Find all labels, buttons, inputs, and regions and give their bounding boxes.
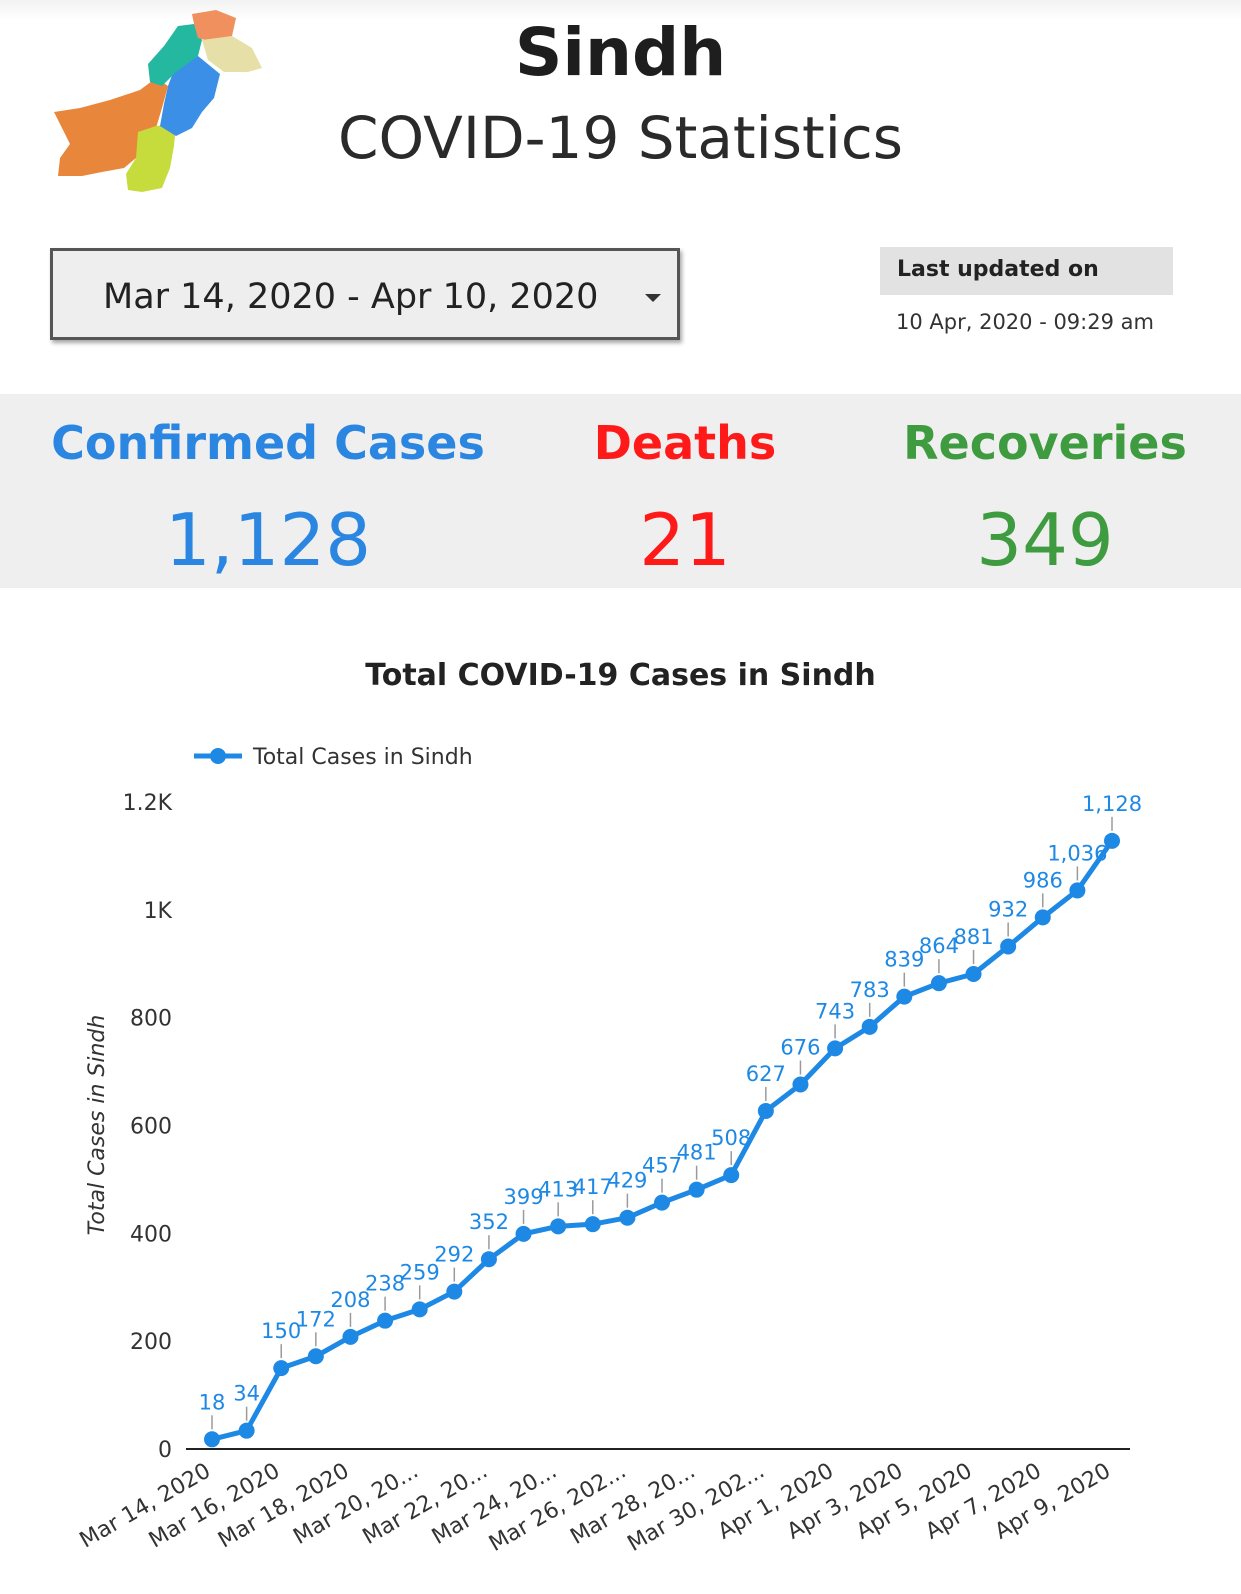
data-label: 932: [988, 897, 1028, 921]
y-tick-label: 200: [130, 1330, 172, 1355]
data-point: [515, 1225, 532, 1242]
data-label: 457: [642, 1154, 682, 1178]
data-label: 352: [469, 1210, 509, 1234]
data-point: [1069, 882, 1086, 899]
data-point: [827, 1040, 844, 1057]
data-label: 208: [330, 1288, 370, 1312]
data-point: [619, 1209, 636, 1226]
legend-label: Total Cases in Sindh: [252, 745, 473, 770]
y-tick-label: 800: [130, 1007, 172, 1032]
date-range-picker[interactable]: Mar 14, 2020 - Apr 10, 2020: [50, 248, 680, 340]
data-point: [411, 1301, 428, 1318]
data-point: [654, 1194, 670, 1211]
data-point: [1000, 938, 1017, 955]
data-point: [446, 1283, 463, 1300]
data-point: [204, 1431, 220, 1448]
confirmed-cases-label: Confirmed Cases: [51, 416, 485, 470]
chart-title: Total COVID-19 Cases in Sindh: [365, 658, 876, 693]
data-point: [1104, 832, 1120, 849]
line-chart: Total Cases in Sindh Total Cases in Sind…: [76, 745, 1142, 1557]
dropdown-arrow-icon: [645, 294, 661, 302]
recoveries-label: Recoveries: [903, 416, 1187, 470]
data-label: 399: [503, 1185, 543, 1209]
data-label: 986: [1023, 868, 1063, 892]
data-point: [723, 1167, 740, 1184]
data-point: [480, 1251, 497, 1268]
recoveries-value: 349: [976, 498, 1114, 582]
top-band: [0, 0, 1241, 20]
data-label: 783: [850, 978, 890, 1002]
data-point: [377, 1312, 394, 1329]
y-tick-label: 400: [130, 1222, 172, 1247]
data-point: [550, 1218, 567, 1235]
page-subtitle: COVID-19 Statistics: [338, 104, 903, 172]
data-label: 413: [538, 1177, 578, 1201]
data-point: [896, 988, 913, 1005]
data-label: 676: [780, 1036, 820, 1060]
data-label: 150: [261, 1319, 301, 1343]
map-region-punjab: [160, 56, 220, 136]
data-label: 417: [573, 1175, 613, 1199]
data-point: [1034, 909, 1051, 926]
data-label: 743: [815, 999, 855, 1023]
data-label: 839: [884, 948, 924, 972]
data-label: 481: [677, 1141, 717, 1165]
data-point: [307, 1348, 324, 1365]
data-label: 292: [434, 1243, 474, 1267]
deaths-value: 21: [639, 498, 731, 582]
data-label: 864: [919, 934, 959, 958]
date-range-value: Mar 14, 2020 - Apr 10, 2020: [103, 277, 599, 317]
data-label: 34: [233, 1382, 260, 1406]
data-label: 172: [296, 1307, 336, 1331]
legend-marker: [210, 748, 226, 764]
pakistan-map-logo: [54, 10, 262, 192]
map-region-sindh: [126, 124, 176, 192]
data-label: 238: [365, 1272, 405, 1296]
map-region-gilgit: [192, 10, 236, 42]
data-point: [965, 965, 982, 982]
data-label: 627: [746, 1062, 786, 1086]
data-label: 508: [711, 1126, 751, 1150]
y-tick-label: 1.2K: [123, 791, 173, 816]
y-axis-label: Total Cases in Sindh: [85, 1015, 110, 1236]
data-point: [688, 1181, 705, 1198]
data-label: 429: [607, 1169, 647, 1193]
data-point: [238, 1422, 255, 1439]
deaths-label: Deaths: [593, 416, 777, 470]
data-label: 18: [199, 1390, 226, 1414]
data-label: 259: [400, 1260, 440, 1284]
y-axis-ticks: 0 200 400 600 800 1K 1.2K: [123, 791, 173, 1463]
data-label: 1,128: [1082, 792, 1142, 816]
y-tick-label: 1K: [144, 899, 173, 924]
data-point: [861, 1018, 878, 1035]
data-label: 1,036: [1047, 841, 1107, 865]
data-point: [273, 1360, 290, 1377]
stats-scorecards: Confirmed Cases 1,128 Deaths 21 Recoveri…: [0, 394, 1241, 588]
data-point: [792, 1076, 809, 1093]
y-tick-label: 0: [158, 1438, 172, 1463]
confirmed-cases-value: 1,128: [164, 498, 372, 582]
map-region-kpk: [148, 24, 202, 86]
chart-legend[interactable]: Total Cases in Sindh: [194, 745, 473, 770]
data-point: [757, 1102, 774, 1119]
y-tick-label: 600: [130, 1115, 172, 1140]
last-updated-label: Last updated on: [880, 247, 1173, 295]
data-point: [584, 1216, 601, 1233]
data-label: 881: [953, 925, 993, 949]
data-point: [342, 1328, 359, 1345]
page-title: Sindh: [514, 14, 727, 91]
data-point: [930, 975, 947, 992]
last-updated-value: 10 Apr, 2020 - 09:29 am: [896, 310, 1154, 334]
map-region-kashmir: [202, 36, 262, 72]
